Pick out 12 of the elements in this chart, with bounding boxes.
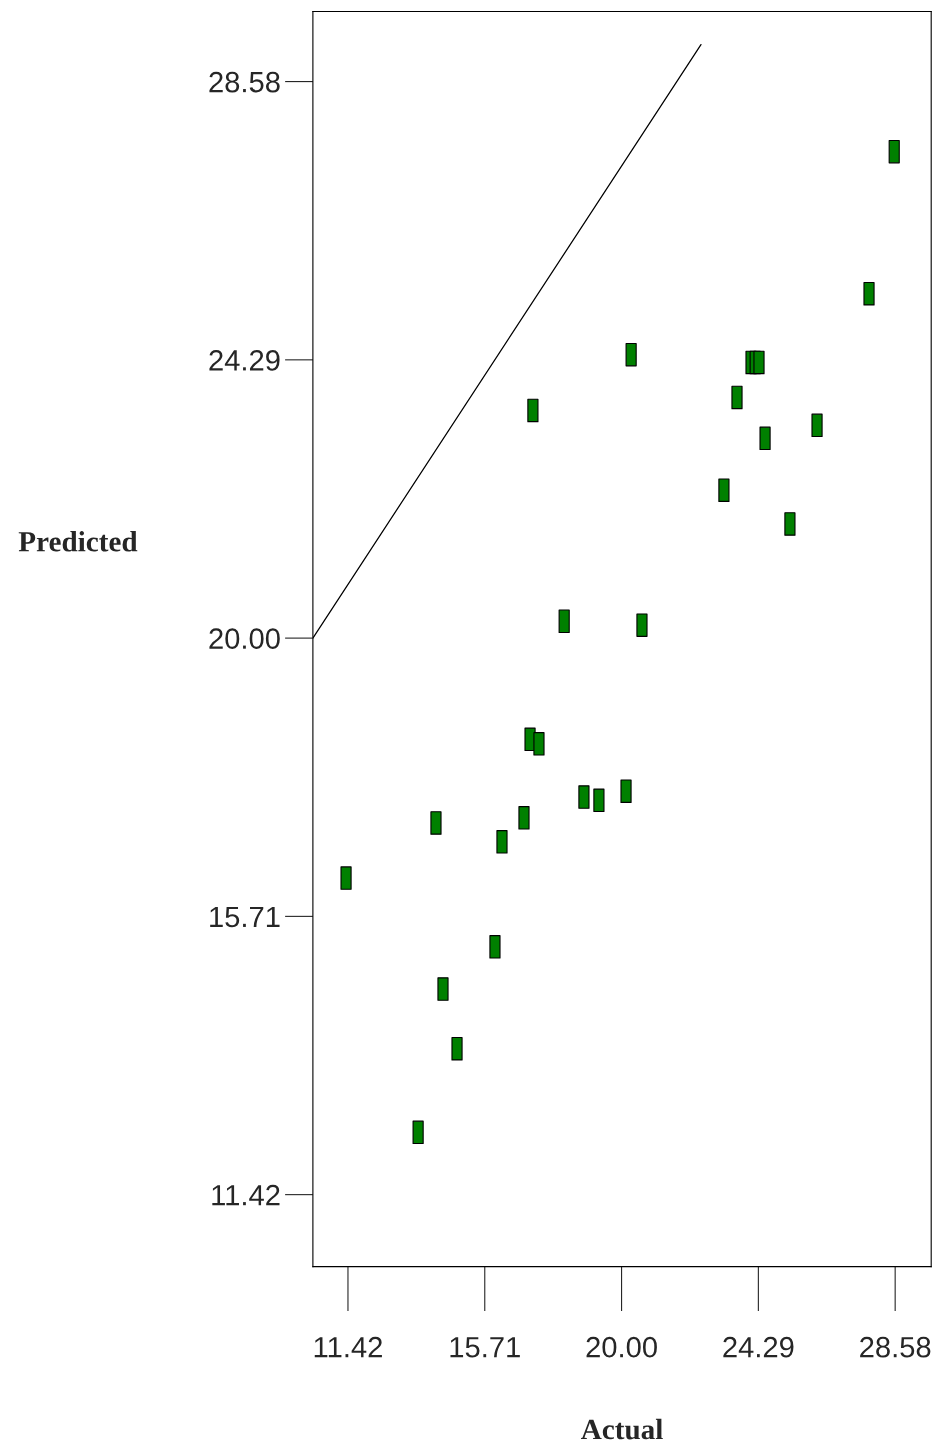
y-axis-title: Predicted (18, 531, 138, 552)
y-tick-label: 11.42 (212, 1184, 280, 1206)
x-tick-label: 28.58 (860, 1336, 931, 1358)
y-tick-label: 24.29 (209, 350, 280, 371)
y-tick-label: 28.58 (209, 71, 280, 93)
x-tick-label: 11.42 (314, 1336, 382, 1358)
y-tick-label: 15.71 (210, 906, 280, 928)
x-axis-title: Actual (581, 1418, 663, 1440)
x-tick-label: 20.00 (586, 1336, 657, 1358)
y-tick-label: 20.00 (209, 628, 280, 649)
x-tick-label: 24.29 (723, 1336, 794, 1358)
x-tick-label: 15.71 (450, 1337, 520, 1358)
